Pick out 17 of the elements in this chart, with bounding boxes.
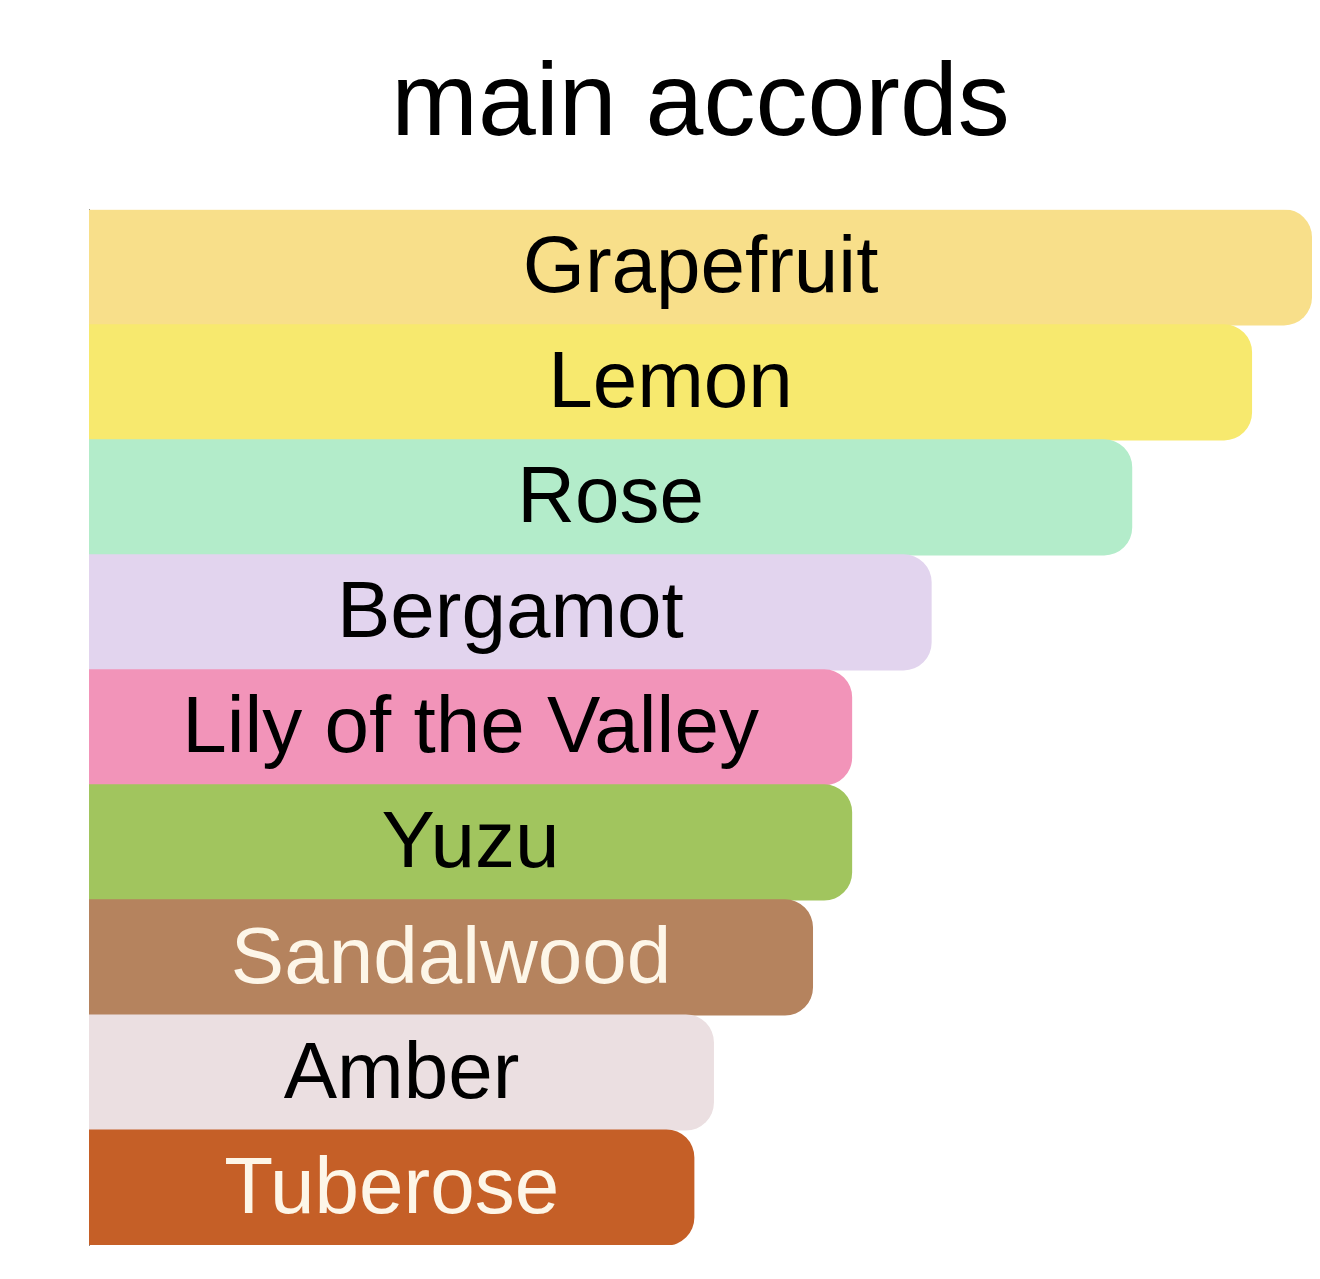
- chart-title: main accords: [391, 41, 1010, 158]
- bar: [89, 324, 1253, 441]
- bar: [89, 1014, 714, 1131]
- bar: [89, 209, 1312, 326]
- y-tick-label: Lemon: [548, 335, 793, 425]
- y-tick-label: Rose: [517, 450, 704, 540]
- bar: [89, 554, 932, 671]
- y-tick-label: Amber: [283, 1025, 520, 1115]
- y-tick-label: Yuzu: [381, 795, 560, 885]
- y-tick-label: Lily of the Valley: [182, 680, 759, 770]
- y-tick-label: Sandalwood: [230, 910, 672, 1000]
- bar: [89, 784, 853, 901]
- bar: [89, 1129, 695, 1245]
- y-tick-label: Tuberose: [224, 1140, 560, 1230]
- bar: [89, 439, 1133, 556]
- y-tick-label: Grapefruit: [522, 220, 879, 310]
- y-tick-label: Bergamot: [336, 565, 684, 655]
